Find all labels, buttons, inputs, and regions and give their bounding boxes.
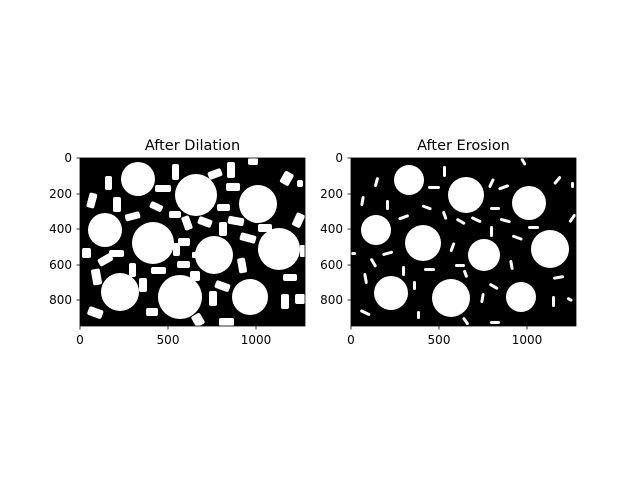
x-tick-label: 1000	[241, 333, 272, 347]
erosion-x-axis: 0 500 1000	[347, 326, 542, 347]
dilation-y-axis: 0 200 400 600 800	[49, 151, 80, 307]
y-tick-label: 800	[49, 293, 72, 307]
y-tick-label: 600	[49, 258, 72, 272]
erosion-axes-frame	[350, 157, 577, 327]
x-tick-label: 0	[347, 333, 355, 347]
y-tick-label: 0	[64, 151, 72, 165]
x-tick-label: 500	[157, 333, 180, 347]
y-tick-label: 400	[320, 222, 343, 236]
y-tick-label: 0	[335, 151, 343, 165]
erosion-y-axis: 0 200 400 600 800	[320, 151, 351, 307]
erosion-panel: After Erosion	[320, 138, 577, 347]
y-tick-label: 400	[49, 222, 72, 236]
erosion-title: After Erosion	[417, 138, 510, 154]
x-tick-label: 500	[428, 333, 451, 347]
dilation-panel: After Dilation	[49, 138, 306, 347]
y-tick-label: 200	[49, 187, 72, 201]
dilation-x-axis: 0 500 1000	[76, 326, 271, 347]
y-tick-label: 800	[320, 293, 343, 307]
dilation-axes-frame	[79, 157, 306, 327]
dilation-title: After Dilation	[145, 138, 240, 154]
x-tick-label: 1000	[512, 333, 543, 347]
x-tick-label: 0	[76, 333, 84, 347]
erosion-image	[351, 158, 576, 326]
y-tick-label: 200	[320, 187, 343, 201]
dilation-image	[80, 158, 305, 326]
y-tick-label: 600	[320, 258, 343, 272]
